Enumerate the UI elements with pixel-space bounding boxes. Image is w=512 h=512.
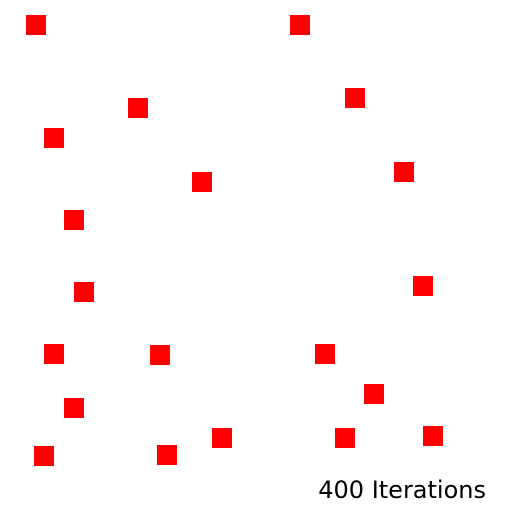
- red-square-marker: [26, 15, 46, 35]
- red-square-marker: [44, 344, 64, 364]
- red-square-marker: [315, 344, 335, 364]
- red-square-marker: [335, 428, 355, 448]
- red-square-marker: [423, 426, 443, 446]
- red-square-marker: [212, 428, 232, 448]
- red-square-marker: [64, 398, 84, 418]
- iterations-label: 400 Iterations: [318, 476, 486, 504]
- red-square-marker: [364, 384, 384, 404]
- red-square-marker: [192, 172, 212, 192]
- red-square-marker: [64, 210, 84, 230]
- red-square-marker: [394, 162, 414, 182]
- red-square-marker: [128, 98, 148, 118]
- red-square-marker: [150, 345, 170, 365]
- red-square-marker: [74, 282, 94, 302]
- red-square-marker: [413, 276, 433, 296]
- red-square-marker: [157, 445, 177, 465]
- red-square-marker: [345, 88, 365, 108]
- red-square-marker: [290, 15, 310, 35]
- red-square-marker: [44, 128, 64, 148]
- red-square-marker: [34, 446, 54, 466]
